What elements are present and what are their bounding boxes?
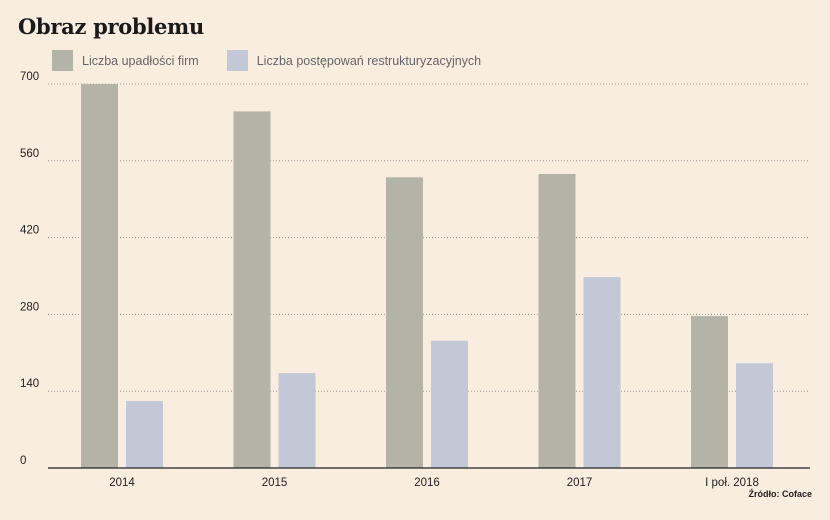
y-tick-label: 700	[20, 71, 39, 83]
x-tick-label: 2017	[567, 477, 593, 489]
legend-item-restructurings: Liczba postępowań restrukturyzacyjnych	[226, 50, 482, 71]
source-note: Źródło: Coface	[748, 489, 812, 499]
bar-restructurings	[126, 401, 163, 468]
y-tick-label: 420	[20, 225, 39, 237]
legend-item-bankruptcies: Liczba upadłości firm	[52, 50, 199, 71]
bar-bankruptcies	[81, 84, 118, 468]
y-tick-label: 140	[20, 378, 39, 390]
legend: Liczba upadłości firm Liczba postępowań …	[52, 50, 509, 71]
bar-bankruptcies	[691, 316, 728, 468]
x-tick-label: 2014	[109, 477, 135, 489]
chart-title: Obraz problemu	[18, 14, 204, 39]
x-tick-label: I poł. 2018	[705, 477, 759, 489]
bar-restructurings	[583, 277, 621, 468]
legend-swatch-bankruptcies	[52, 50, 73, 71]
bar-restructurings	[736, 363, 773, 468]
bar-restructurings	[431, 340, 468, 468]
bar-bankruptcies	[538, 173, 576, 469]
legend-label-restructurings: Liczba postępowań restrukturyzacyjnych	[256, 53, 482, 68]
legend-swatch-restructurings	[226, 50, 248, 71]
bar-bankruptcies	[233, 111, 271, 468]
x-tick-label: 2016	[414, 477, 440, 489]
y-tick-label: 0	[20, 455, 26, 467]
bar-bankruptcies	[386, 177, 423, 468]
y-tick-label: 280	[20, 301, 39, 313]
y-tick-label: 560	[20, 148, 39, 160]
bar-restructurings	[278, 373, 316, 468]
legend-label-bankruptcies: Liczba upadłości firm	[82, 53, 199, 68]
x-tick-label: 2015	[262, 477, 288, 489]
